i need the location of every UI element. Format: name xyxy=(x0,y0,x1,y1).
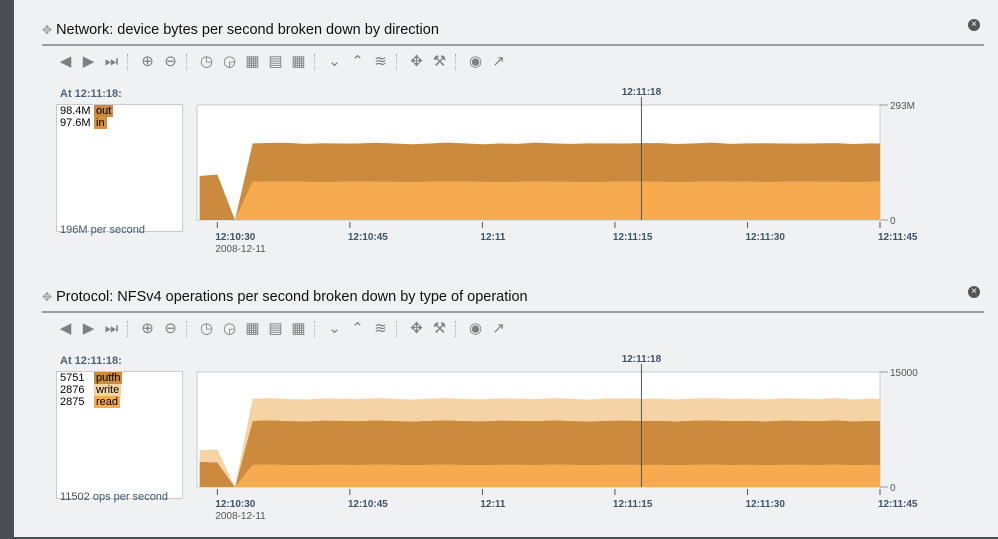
clock-back-icon[interactable]: ◷ xyxy=(199,320,214,337)
legend-item[interactable]: 2876 write xyxy=(60,384,122,396)
close-icon[interactable]: × xyxy=(968,286,980,298)
y-tick-label: 0 xyxy=(890,216,896,227)
toolbar-divider xyxy=(455,54,460,70)
palette-icon[interactable]: ◉ xyxy=(468,320,483,337)
toolbar-divider xyxy=(396,54,401,70)
line-peak-icon[interactable]: ⌃ xyxy=(351,53,364,70)
y-tick-label: 0 xyxy=(890,483,896,494)
popout-icon[interactable]: ↗ xyxy=(492,320,505,337)
clock-forward-icon[interactable]: ◶ xyxy=(222,53,237,70)
area-out xyxy=(199,142,881,220)
toolbar: ◀ ▶ ⏭ ⊕ ⊖ ◷ ◶ ▦ ▤ ▦ ⌄ ⌃ ≋ ✥ ⚒ ◉ ↗ xyxy=(56,52,508,72)
zoom-in-icon[interactable]: ⊕ xyxy=(141,53,154,70)
expand-icon[interactable]: ✥ xyxy=(410,320,423,337)
at-time-label: At 12:11:18: xyxy=(60,355,122,367)
skip-end-icon[interactable]: ⏭ xyxy=(104,320,119,337)
x-tick-label: 12:11:15 xyxy=(613,499,653,510)
stacked-area-chart[interactable]: 12:11:18 15000 0 12:10:30 12:10:45 12:11 12:11… xyxy=(42,289,984,539)
panel-title: ✥ Network: device bytes per second broken… xyxy=(42,22,984,46)
y-tick-label: 15000 xyxy=(890,368,918,379)
x-tick-label: 12:10:45 xyxy=(348,499,388,510)
toolbar-divider xyxy=(314,54,319,70)
table-alt-icon[interactable]: ▤ xyxy=(268,53,283,70)
line-low-icon[interactable]: ⌄ xyxy=(328,320,341,337)
area-putfh xyxy=(199,420,881,487)
at-time-label: At 12:11:18: xyxy=(60,88,122,100)
y-tick-label: 293M xyxy=(890,101,915,112)
arrow-right-icon[interactable]: ▶ xyxy=(82,53,95,70)
cursor-label: 12:11:18 xyxy=(622,354,662,365)
legend-item[interactable]: 97.6M in xyxy=(60,117,107,129)
line-stack-icon[interactable]: ≋ xyxy=(374,320,387,337)
palette-icon[interactable]: ◉ xyxy=(468,53,483,70)
table-icon[interactable]: ▦ xyxy=(245,53,260,70)
toolbar-divider xyxy=(455,321,460,337)
panel-title: ✥ Protocol: NFSv4 operations per second b… xyxy=(42,289,984,313)
panel-title-text: Protocol: NFSv4 operations per second br… xyxy=(56,289,528,305)
clock-forward-icon[interactable]: ◶ xyxy=(222,320,237,337)
toolbar-divider xyxy=(186,54,191,70)
legend-item[interactable]: 98.4M out xyxy=(60,105,114,117)
toolbar-divider xyxy=(314,321,319,337)
network-panel: ✥ Network: device bytes per second broken… xyxy=(42,19,984,272)
total-rate: 11502 ops per second xyxy=(60,491,169,503)
area-write xyxy=(199,398,881,487)
x-tick-label: 12:10:45 xyxy=(348,232,388,243)
x-tick-label: 12:11:30 xyxy=(745,499,785,510)
zoom-out-icon[interactable]: ⊖ xyxy=(164,53,177,70)
arrow-right-icon[interactable]: ▶ xyxy=(82,320,95,337)
analytics-page: ✥ Network: device bytes per second broken… xyxy=(14,0,998,537)
table-alt-icon[interactable]: ▤ xyxy=(268,320,283,337)
arrow-left-icon[interactable]: ◀ xyxy=(59,53,72,70)
line-low-icon[interactable]: ⌄ xyxy=(328,53,341,70)
table-grid-icon[interactable]: ▦ xyxy=(291,320,306,337)
close-icon[interactable]: × xyxy=(968,19,980,31)
table-icon[interactable]: ▦ xyxy=(245,320,260,337)
x-tick-label: 12:11:45 xyxy=(878,499,918,510)
toolbar-divider xyxy=(127,54,132,70)
x-tick-label: 12:10:30 xyxy=(215,499,255,510)
toolbar-divider xyxy=(127,321,132,337)
table-grid-icon[interactable]: ▦ xyxy=(291,53,306,70)
clock-back-icon[interactable]: ◷ xyxy=(199,53,214,70)
x-tick-label: 12:11:30 xyxy=(745,232,785,243)
toolbar-divider xyxy=(186,321,191,337)
arrow-left-icon[interactable]: ◀ xyxy=(59,320,72,337)
popout-icon[interactable]: ↗ xyxy=(492,53,505,70)
area-read xyxy=(199,464,881,487)
toolbar: ◀ ▶ ⏭ ⊕ ⊖ ◷ ◶ ▦ ▤ ▦ ⌄ ⌃ ≋ ✥ ⚒ ◉ ↗ xyxy=(56,319,508,339)
legend-item[interactable]: 5751 putfh xyxy=(60,372,123,384)
x-date-label: 2008-12-11 xyxy=(215,244,266,255)
zoom-out-icon[interactable]: ⊖ xyxy=(164,320,177,337)
toolbar-divider xyxy=(396,321,401,337)
x-tick-label: 12:11 xyxy=(480,232,505,243)
cursor-label: 12:11:18 xyxy=(622,87,662,98)
x-tick-label: 12:11:45 xyxy=(878,232,918,243)
legend: 5751 putfh 2876 write 2875 read xyxy=(56,371,183,499)
panel-title-text: Network: device bytes per second broken … xyxy=(56,22,439,38)
x-tick-label: 12:11:15 xyxy=(613,232,653,243)
area-in xyxy=(199,181,881,220)
line-stack-icon[interactable]: ≋ xyxy=(374,53,387,70)
total-rate: 196M per second xyxy=(60,224,145,236)
expand-icon[interactable]: ✥ xyxy=(410,53,423,70)
zoom-in-icon[interactable]: ⊕ xyxy=(141,320,154,337)
x-date-label: 2008-12-11 xyxy=(215,511,266,522)
x-tick-label: 12:10:30 xyxy=(215,232,255,243)
drill-icon[interactable]: ⚒ xyxy=(432,53,447,70)
move-handle-icon[interactable]: ✥ xyxy=(42,290,53,304)
skip-end-icon[interactable]: ⏭ xyxy=(104,53,119,70)
line-peak-icon[interactable]: ⌃ xyxy=(351,320,364,337)
drill-icon[interactable]: ⚒ xyxy=(432,320,447,337)
legend-item[interactable]: 2875 read xyxy=(60,396,121,408)
stacked-area-chart[interactable]: 12:11:18 293M 0 12:10:30 12:10:45 12:11 12:11:… xyxy=(42,22,984,272)
nfs-panel: ✥ Protocol: NFSv4 operations per second b… xyxy=(42,286,984,539)
legend: 98.4M out 97.6M in xyxy=(56,104,183,232)
move-handle-icon[interactable]: ✥ xyxy=(42,23,53,37)
x-tick-label: 12:11 xyxy=(480,499,505,510)
